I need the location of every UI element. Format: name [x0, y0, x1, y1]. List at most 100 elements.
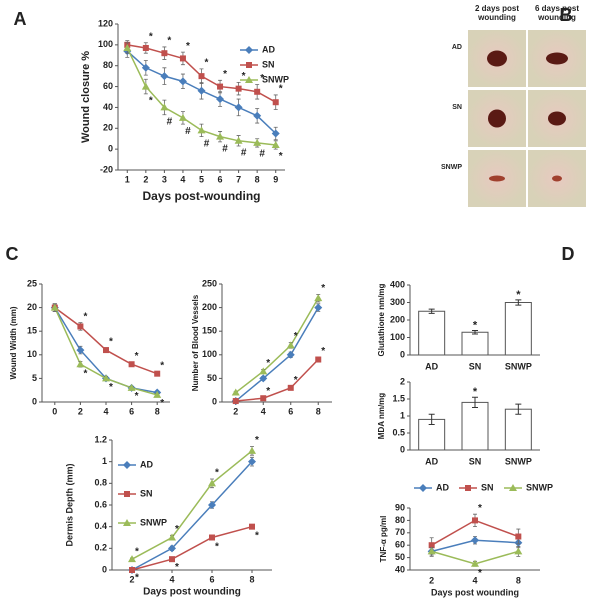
marker	[259, 367, 268, 375]
x-tick-label: 2	[129, 574, 134, 584]
marker	[178, 77, 187, 86]
marker	[471, 559, 479, 567]
marker	[197, 126, 206, 134]
x-axis-label: Days post wounding	[143, 587, 241, 598]
row-label: SN	[452, 104, 462, 111]
x-tick-label: 6	[218, 174, 223, 184]
marker	[249, 523, 255, 530]
y-tick-label: 40	[103, 102, 113, 112]
y-tick-label: 20	[27, 302, 37, 312]
y-tick-label: 0	[108, 144, 113, 154]
y-tick-label: 50	[395, 552, 405, 562]
legend-label: SNWP	[526, 482, 553, 492]
annotation: *	[149, 96, 153, 107]
marker	[235, 85, 242, 92]
panel-label: C	[6, 244, 19, 264]
annotation: *	[516, 289, 521, 301]
y-tick-label: 1.2	[94, 434, 107, 444]
x-tick-label: 5	[199, 174, 204, 184]
marker	[232, 398, 239, 405]
y-tick-label: 10	[27, 349, 37, 359]
y-tick-label: 0.8	[94, 478, 107, 488]
wound	[548, 111, 566, 126]
x-tick-label: 8	[516, 575, 521, 585]
wound	[552, 175, 562, 182]
y-tick-label: 100	[390, 332, 405, 342]
annotation: *	[135, 391, 139, 402]
marker	[127, 383, 136, 391]
y-tick-label: 60	[395, 540, 405, 550]
marker	[123, 43, 132, 51]
marker	[154, 370, 161, 377]
x-tick-label: 4	[180, 174, 185, 184]
panel-label: B	[560, 5, 573, 25]
marker	[271, 140, 280, 148]
marker	[253, 111, 262, 120]
row-label: SNWP	[441, 164, 462, 171]
marker	[314, 303, 323, 312]
legend-marker	[123, 519, 131, 526]
legend-label: AD	[140, 459, 153, 469]
x-tick-label: AD	[425, 361, 438, 371]
legend-marker	[509, 484, 517, 491]
marker	[161, 50, 168, 57]
y-tick-label: 25	[27, 278, 37, 288]
annotation: *	[321, 283, 325, 294]
marker	[286, 341, 295, 349]
marker	[77, 323, 84, 330]
y-tick-label: 60	[103, 81, 113, 91]
row-label: AD	[452, 44, 462, 51]
panel-label: A	[14, 9, 27, 29]
wound	[546, 52, 568, 65]
marker	[102, 374, 110, 382]
annotation: *	[266, 386, 270, 397]
x-tick-label: 3	[162, 174, 167, 184]
bar	[504, 302, 532, 356]
marker	[287, 384, 294, 391]
series-line	[131, 450, 253, 560]
x-axis-label: Days post wounding	[431, 587, 519, 597]
wound	[489, 175, 505, 182]
annotation: *	[242, 71, 246, 82]
marker	[160, 103, 169, 111]
series-line	[235, 358, 319, 402]
annotation: #	[222, 143, 228, 154]
marker	[129, 567, 135, 573]
y-tick-label: 400	[390, 279, 405, 289]
marker	[142, 44, 149, 51]
marker	[168, 533, 176, 541]
annotation: *	[135, 547, 139, 558]
annotation: *	[175, 524, 179, 535]
y-tick-label: 0	[400, 349, 405, 359]
y-tick-label: 120	[98, 18, 113, 28]
y-tick-label: 50	[207, 373, 217, 383]
marker	[168, 544, 176, 553]
y-axis-label: Number of Blood Vessels	[191, 294, 200, 391]
annotation: *	[294, 375, 298, 386]
marker	[141, 82, 150, 90]
annotation: *	[266, 358, 270, 369]
y-tick-label: 300	[390, 297, 405, 307]
error-bar	[428, 413, 435, 425]
marker	[128, 361, 135, 368]
y-tick-label: -20	[100, 164, 113, 174]
y-tick-label: 250	[202, 278, 217, 288]
marker	[178, 113, 187, 121]
annotation: *	[294, 331, 298, 342]
marker	[428, 542, 435, 549]
column-header: 6 days post wounding	[534, 4, 579, 22]
marker	[217, 83, 224, 90]
annotation: #	[241, 148, 247, 159]
marker	[314, 294, 323, 302]
wound	[487, 50, 507, 67]
y-axis-label: Glutathione nm/mg	[377, 283, 386, 356]
marker	[271, 129, 280, 138]
error-bar	[428, 308, 435, 314]
y-tick-label: 1	[102, 456, 107, 466]
y-axis-label: Wound closure %	[80, 51, 92, 143]
legend-label: SN	[140, 488, 153, 498]
x-tick-label: 7	[236, 174, 241, 184]
marker	[248, 457, 256, 466]
marker	[198, 73, 205, 80]
